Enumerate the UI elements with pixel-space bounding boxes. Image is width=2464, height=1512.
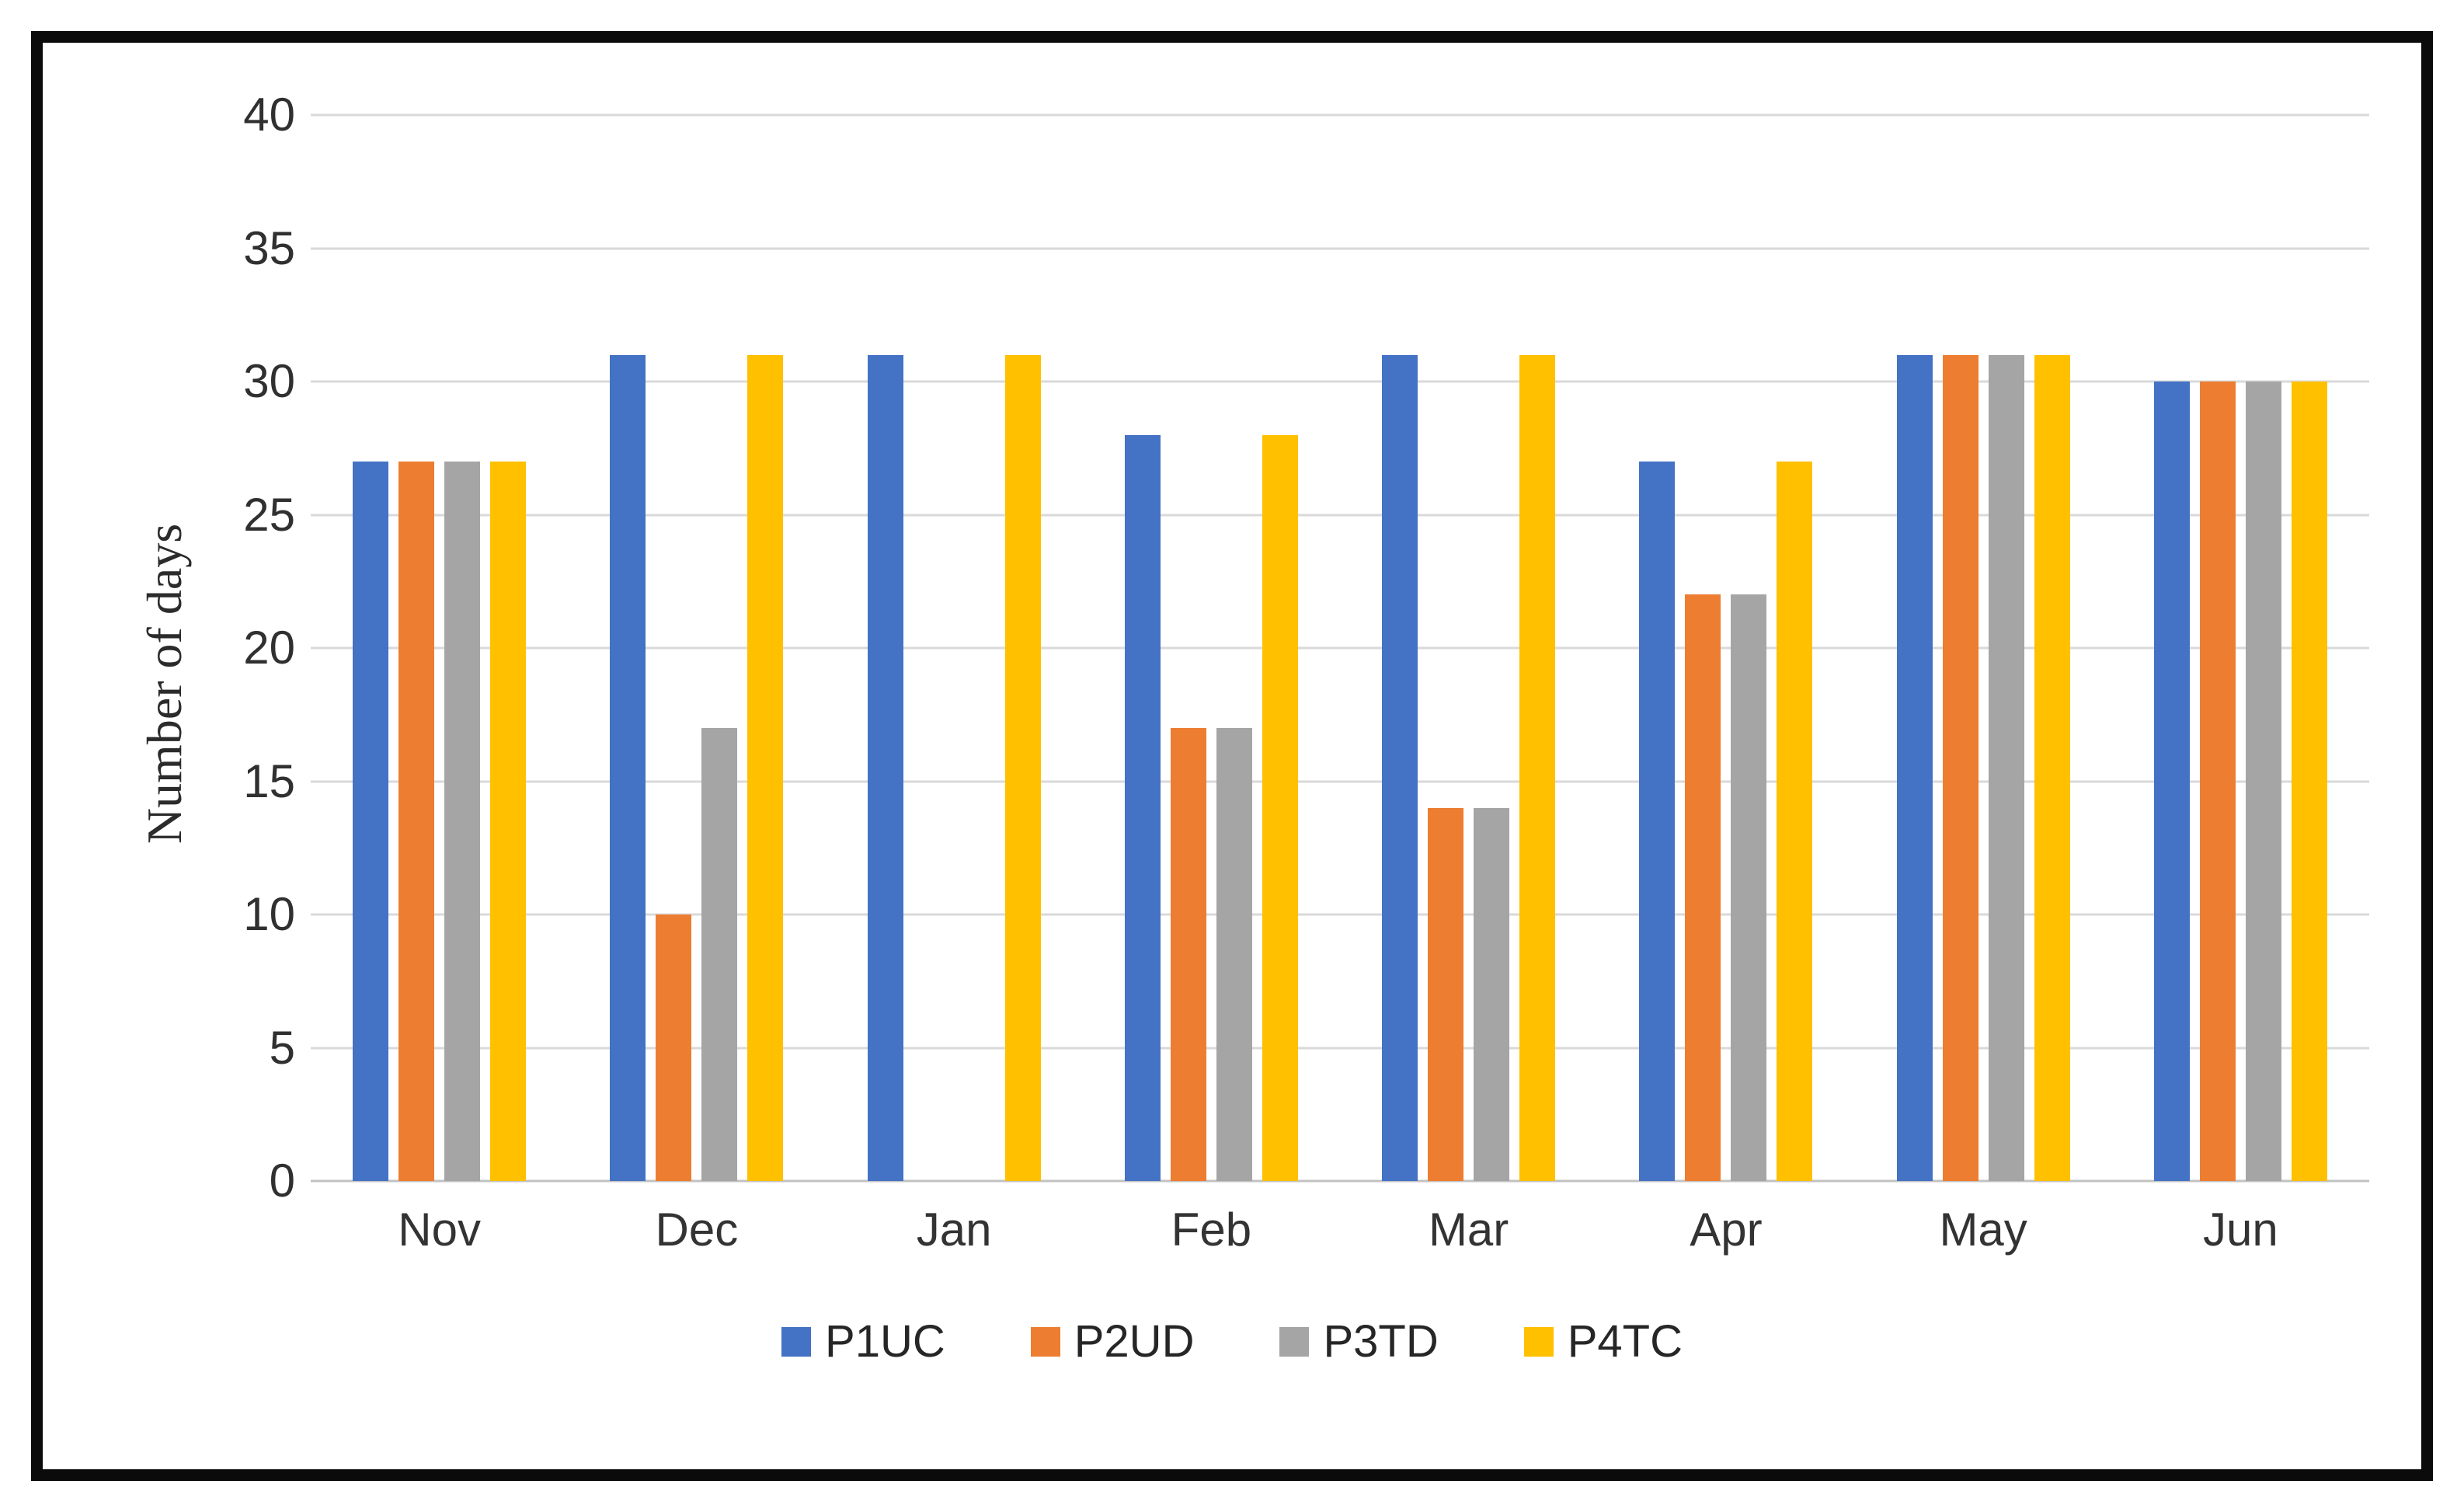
x-tick-label-jun: Jun	[2203, 1204, 2278, 1256]
legend-swatch-p4tc	[1523, 1327, 1554, 1357]
bar-p2ud-mar	[1428, 807, 1464, 1181]
y-tick-label-40: 40	[243, 89, 295, 141]
bar-p1uc-jan	[867, 354, 903, 1181]
x-axis-line	[311, 1179, 2369, 1183]
bar-group-jun	[2112, 115, 2369, 1181]
bar-p1uc-apr	[1639, 461, 1676, 1181]
bar-p1uc-nov	[353, 461, 389, 1181]
gridline-35	[311, 247, 2369, 249]
bar-p2ud-dec	[656, 915, 692, 1181]
bar-group-feb	[1083, 115, 1340, 1181]
bar-p2ud-jun	[2199, 381, 2236, 1181]
x-tick-label-feb: Feb	[1171, 1204, 1252, 1256]
y-tick-label-30: 30	[243, 355, 295, 407]
legend-item-p4tc: P4TC	[1523, 1316, 1683, 1367]
bar-p3td-dec	[701, 727, 738, 1181]
bar-p4tc-apr	[1777, 461, 1813, 1181]
x-tick-label-apr: Apr	[1690, 1204, 1763, 1256]
bar-p1uc-jun	[2153, 381, 2190, 1181]
y-tick-label-5: 5	[269, 1021, 295, 1074]
plot-area	[311, 113, 2369, 1183]
bar-group-nov	[311, 115, 568, 1181]
gridline-20	[311, 646, 2369, 650]
gridlines	[311, 113, 2369, 1183]
y-tick-label-35: 35	[243, 221, 295, 274]
gridline-15	[311, 780, 2369, 782]
bar-series-area	[311, 115, 2369, 1181]
bar-p2ud-feb	[1170, 727, 1206, 1181]
legend-swatch-p2ud	[1030, 1327, 1060, 1357]
bar-group-dec	[568, 115, 825, 1181]
y-tick-label-20: 20	[243, 622, 295, 674]
bar-p3td-feb	[1216, 727, 1252, 1181]
legend-item-p1uc: P1UC	[781, 1319, 945, 1364]
y-tick-label-15: 15	[243, 754, 295, 807]
legend: P1UC P2UD P3TD P4TC	[0, 1319, 2464, 1364]
legend-label-p4tc: P4TC	[1567, 1316, 1683, 1367]
y-tick-label-0: 0	[269, 1155, 295, 1207]
y-tick-label-10: 10	[243, 888, 295, 940]
gridline-40	[311, 113, 2369, 117]
y-axis-tick-labels: 0 5 10 15 20 25 30 35 40	[31, 92, 295, 1204]
bar-p4tc-mar	[1519, 354, 1556, 1181]
bar-p2ud-apr	[1685, 594, 1721, 1181]
bar-p4tc-jan	[1004, 354, 1041, 1181]
legend-swatch-p1uc	[781, 1327, 812, 1357]
x-axis-labels: Nov Dec Jan Feb Mar Apr May Jun	[311, 1203, 2369, 1257]
bar-p3td-jun	[2245, 381, 2281, 1181]
x-tick-label-mar: Mar	[1428, 1204, 1509, 1256]
x-tick-label-jan: Jan	[916, 1204, 992, 1256]
legend-item-p3td: P3TD	[1279, 1316, 1439, 1367]
gridline-30	[311, 380, 2369, 383]
legend-label-p2ud: P2UD	[1074, 1316, 1195, 1367]
bar-p4tc-nov	[490, 461, 527, 1181]
bar-group-apr	[1597, 115, 1854, 1181]
bar-p2ud-nov	[398, 461, 435, 1181]
bar-p1uc-may	[1896, 354, 1933, 1181]
bar-p4tc-may	[2034, 354, 2070, 1181]
bar-p3td-nov	[444, 461, 481, 1181]
bar-p3td-apr	[1731, 594, 1767, 1181]
bar-p1uc-feb	[1124, 434, 1161, 1181]
bar-p1uc-dec	[610, 354, 646, 1181]
bar-p1uc-mar	[1382, 354, 1418, 1181]
bar-p4tc-dec	[747, 354, 784, 1181]
x-tick-label-dec: Dec	[655, 1204, 739, 1256]
gridline-5	[311, 1047, 2369, 1049]
bar-p4tc-jun	[2291, 381, 2327, 1181]
bar-group-jan	[826, 115, 1083, 1181]
bar-p4tc-feb	[1262, 434, 1298, 1181]
gridline-10	[311, 913, 2369, 916]
bar-p2ud-may	[1942, 354, 1979, 1181]
bar-p3td-may	[1988, 354, 2024, 1181]
legend-label-p3td: P3TD	[1323, 1316, 1439, 1367]
bar-group-mar	[1340, 115, 1597, 1181]
legend-label-p1uc: P1UC	[825, 1316, 945, 1367]
bar-group-may	[1855, 115, 2112, 1181]
gridline-25	[311, 514, 2369, 516]
x-tick-label-nov: Nov	[398, 1204, 481, 1256]
y-tick-label-25: 25	[243, 488, 295, 541]
bar-p3td-mar	[1474, 807, 1510, 1181]
x-tick-label-may: May	[1939, 1204, 2027, 1256]
legend-swatch-p3td	[1279, 1327, 1310, 1357]
legend-item-p2ud: P2UD	[1030, 1316, 1195, 1367]
